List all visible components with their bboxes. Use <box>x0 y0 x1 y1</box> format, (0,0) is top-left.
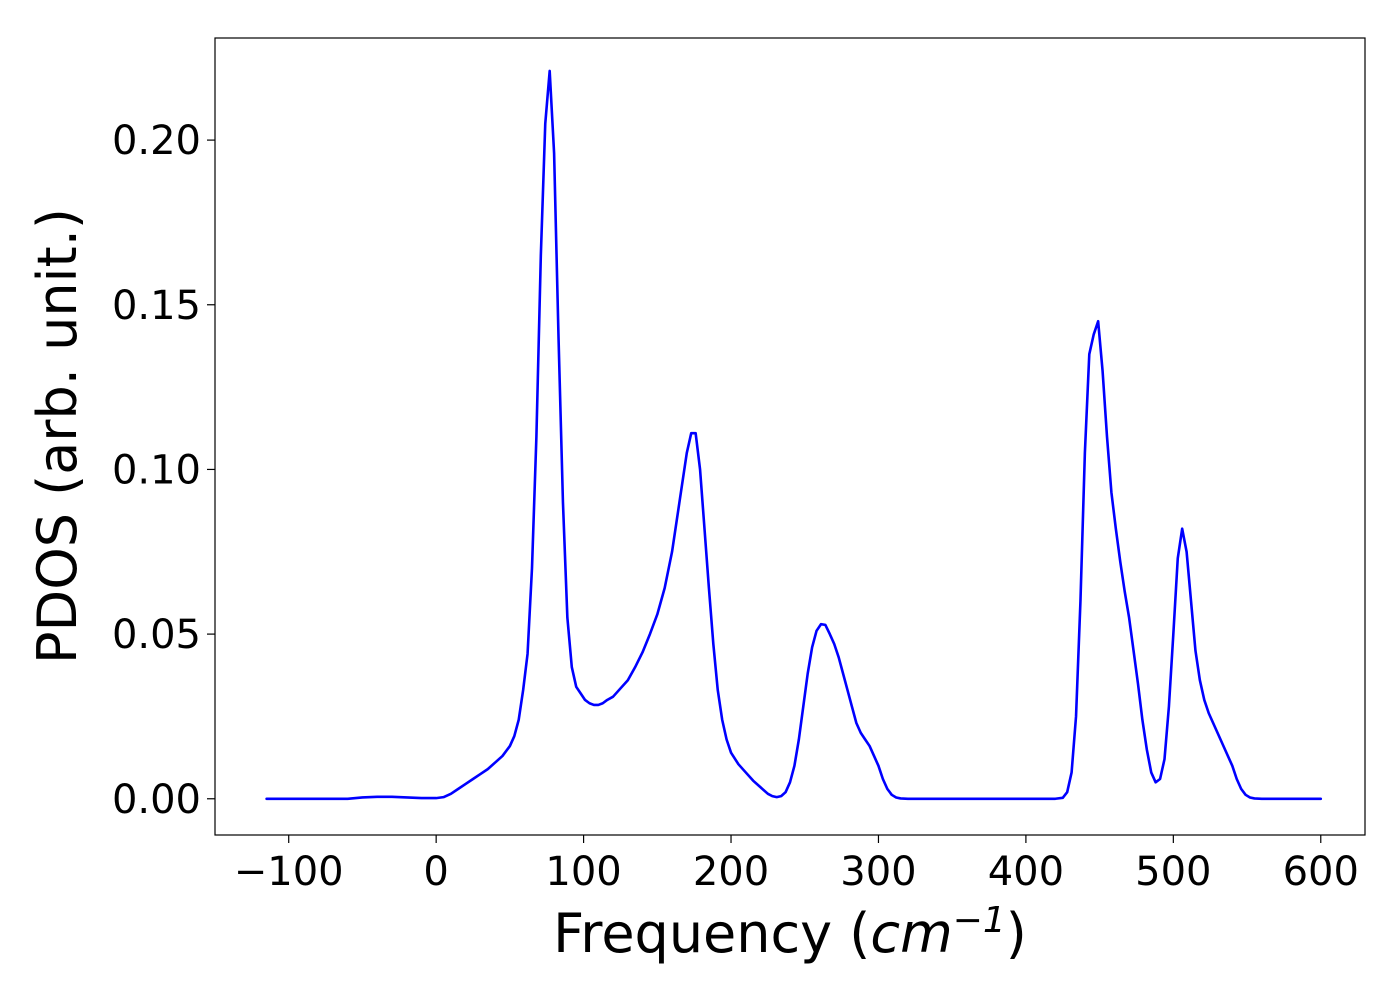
x-tick-label: 200 <box>693 849 769 895</box>
x-tick-label: 400 <box>988 849 1064 895</box>
x-axis-label: Frequency (cm−1) <box>553 900 1027 965</box>
x-tick-label: −100 <box>234 849 344 895</box>
x-axis: −100 0 100 200 300 400 500 600 <box>234 835 1359 895</box>
y-tick-label: 0.15 <box>112 283 201 329</box>
x-tick-label: 500 <box>1135 849 1211 895</box>
x-tick-label: 0 <box>423 849 448 895</box>
x-tick-label: 600 <box>1283 849 1359 895</box>
plot-area <box>265 69 1323 801</box>
y-axis-label: PDOS (arb. unit.) <box>26 208 89 664</box>
y-tick-label: 0.10 <box>112 447 201 493</box>
y-tick-label: 0.20 <box>112 118 201 164</box>
pdos-series-line <box>265 69 1323 801</box>
x-tick-label: 100 <box>545 849 621 895</box>
plot-frame <box>214 37 1366 836</box>
y-tick-label: 0.00 <box>112 777 201 823</box>
x-tick-label: 300 <box>840 849 916 895</box>
y-tick-label: 0.05 <box>112 612 201 658</box>
y-axis: 0.00 0.05 0.10 0.15 0.20 <box>112 118 215 823</box>
